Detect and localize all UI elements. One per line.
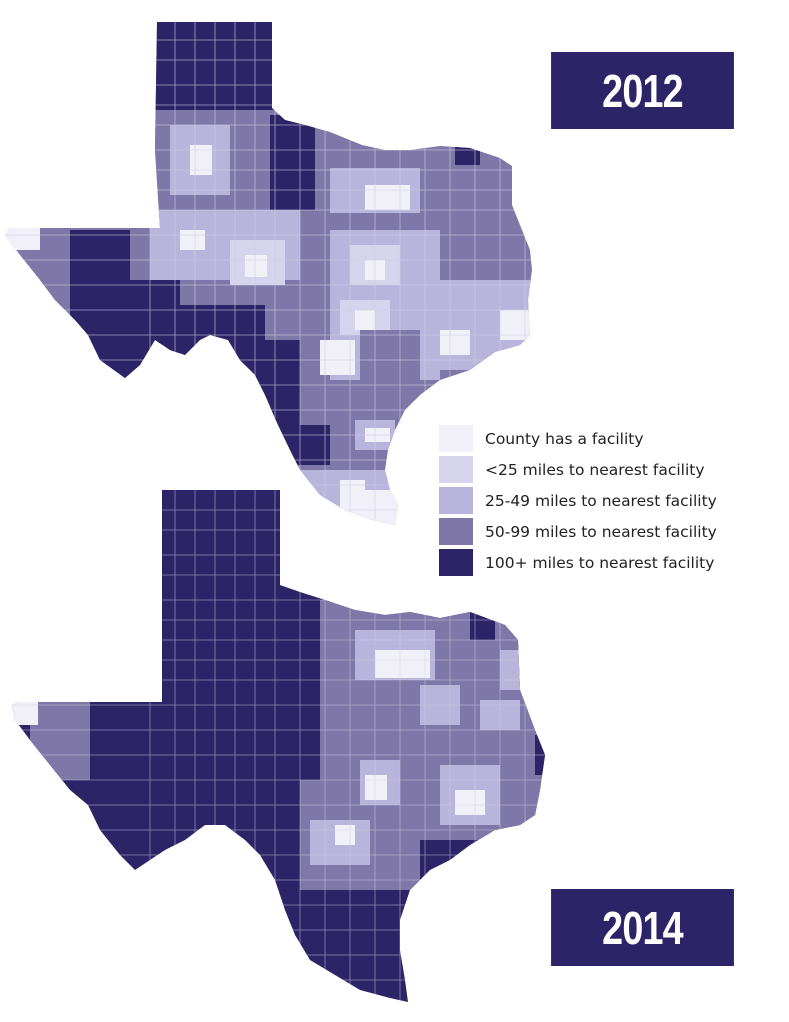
legend-swatch-has-facility — [439, 425, 473, 452]
legend-item-100-plus: 100+ miles to nearest facility — [439, 547, 769, 578]
legend-swatch-50-99 — [439, 518, 473, 545]
legend-swatch-25-49 — [439, 487, 473, 514]
legend-label-25-49: 25-49 miles to nearest facility — [485, 491, 717, 510]
legend-item-50-99: 50-99 miles to nearest facility — [439, 516, 769, 547]
legend-item-under-25: <25 miles to nearest facility — [439, 454, 769, 485]
legend-label-100-plus: 100+ miles to nearest facility — [485, 553, 715, 572]
legend-item-25-49: 25-49 miles to nearest facility — [439, 485, 769, 516]
legend-swatch-100-plus — [439, 549, 473, 576]
legend-item-has-facility: County has a facility — [439, 423, 769, 454]
map-legend: County has a facility <25 miles to neare… — [439, 423, 769, 578]
legend-label-has-facility: County has a facility — [485, 429, 644, 448]
year-label-2012: 2012 — [602, 64, 683, 117]
legend-label-under-25: <25 miles to nearest facility — [485, 460, 705, 479]
year-badge-2012: 2012 — [551, 52, 734, 129]
legend-swatch-under-25 — [439, 456, 473, 483]
year-label-2014: 2014 — [602, 901, 683, 954]
legend-label-50-99: 50-99 miles to nearest facility — [485, 522, 717, 541]
year-badge-2014: 2014 — [551, 889, 734, 966]
